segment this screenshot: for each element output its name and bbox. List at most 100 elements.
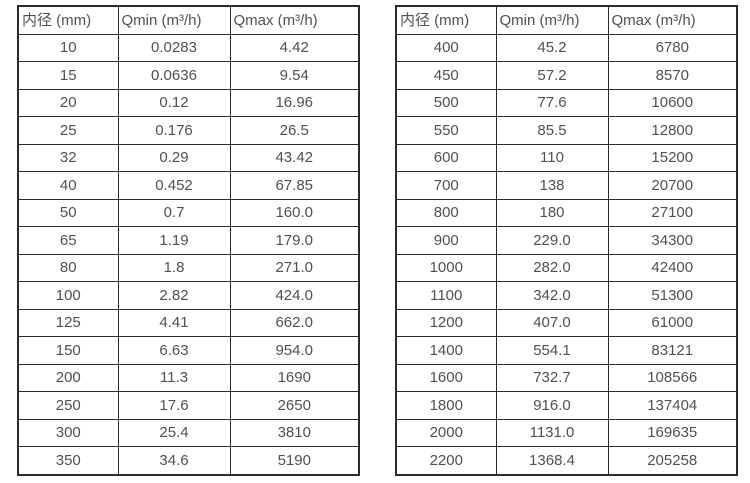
qmax-cell: 160.0 [229,198,360,227]
qmin-cell: 1.19 [117,226,231,255]
qmax-cell: 42400 [607,253,738,282]
qmax-cell: 108566 [607,363,738,392]
table-row: 1200 407.0 61000 [395,308,738,337]
qmax-cell: 4.42 [229,33,360,62]
table-row: 32 0.29 43.42 [17,143,360,172]
diameter-cell: 500 [395,88,497,117]
table-row: 400 45.2 6780 [395,33,738,62]
qmin-cell: 1368.4 [495,446,609,475]
diameter-cell: 80 [17,253,119,282]
diameter-cell: 800 [395,198,497,227]
qmax-cell: 15200 [607,143,738,172]
table-row: 350 34.6 5190 [17,446,360,475]
diameter-cell: 40 [17,171,119,200]
qmax-cell: 83121 [607,336,738,365]
flow-table-small-diameters: 内径 (mm) Qmin (m³/h) Qmax (m³/h) 10 0.0283… [17,5,360,476]
table-row: 1600 732.7 108566 [395,363,738,392]
qmin-cell: 342.0 [495,281,609,310]
qmin-cell: 1.8 [117,253,231,282]
flow-table-large-diameters: 内径 (mm) Qmin (m³/h) Qmax (m³/h) 400 45.2 6… [395,5,738,476]
qmax-cell: 26.5 [229,116,360,145]
table-row: 1800 916.0 137404 [395,391,738,420]
qmin-cell: 0.176 [117,116,231,145]
column-header-diameter: 内径 (mm) [17,5,119,35]
table-row: 1000 282.0 42400 [395,253,738,282]
column-header-diameter: 内径 (mm) [395,5,497,35]
qmax-cell: 205258 [607,446,738,475]
qmin-cell: 407.0 [495,308,609,337]
column-header-qmin: Qmin (m³/h) [117,5,231,35]
qmax-cell: 5190 [229,446,360,475]
table-row: 125 4.41 662.0 [17,308,360,337]
table-row: 300 25.4 3810 [17,418,360,447]
diameter-cell: 20 [17,88,119,117]
qmax-cell: 51300 [607,281,738,310]
qmax-cell: 43.42 [229,143,360,172]
qmin-cell: 6.63 [117,336,231,365]
table-row: 40 0.452 67.85 [17,171,360,200]
qmin-cell: 77.6 [495,88,609,117]
qmin-cell: 0.12 [117,88,231,117]
qmin-cell: 282.0 [495,253,609,282]
table-row: 10 0.0283 4.42 [17,33,360,62]
qmin-cell: 180 [495,198,609,227]
qmax-cell: 34300 [607,226,738,255]
table-row: 150 6.63 954.0 [17,336,360,365]
diameter-cell: 450 [395,61,497,90]
qmin-cell: 0.29 [117,143,231,172]
table-row: 2200 1368.4 205258 [395,446,738,475]
table-row: 1400 554.1 83121 [395,336,738,365]
table-row: 700 138 20700 [395,171,738,200]
diameter-cell: 400 [395,33,497,62]
qmin-cell: 1131.0 [495,418,609,447]
table-row: 200 11.3 1690 [17,363,360,392]
table-body: 400 45.2 6780 450 57.2 8570 500 77.6 10600 550 85.… [395,33,738,475]
diameter-cell: 300 [17,418,119,447]
table-row: 20 0.12 16.96 [17,88,360,117]
diameter-cell: 1100 [395,281,497,310]
diameter-cell: 2000 [395,418,497,447]
diameter-cell: 1600 [395,363,497,392]
diameter-cell: 10 [17,33,119,62]
qmin-cell: 0.7 [117,198,231,227]
qmin-cell: 138 [495,171,609,200]
table-row: 450 57.2 8570 [395,61,738,90]
table-row: 1100 342.0 51300 [395,281,738,310]
diameter-cell: 1200 [395,308,497,337]
table-row: 25 0.176 26.5 [17,116,360,145]
qmax-cell: 179.0 [229,226,360,255]
diameter-cell: 1000 [395,253,497,282]
diameter-cell: 65 [17,226,119,255]
table-row: 65 1.19 179.0 [17,226,360,255]
qmax-cell: 954.0 [229,336,360,365]
table-row: 550 85.5 12800 [395,116,738,145]
qmax-cell: 20700 [607,171,738,200]
table-body: 10 0.0283 4.42 15 0.0636 9.54 20 0.12 16.96 25 0.1… [17,33,360,475]
qmax-cell: 6780 [607,33,738,62]
qmin-cell: 554.1 [495,336,609,365]
header-row: 内径 (mm) Qmin (m³/h) Qmax (m³/h) [17,5,360,35]
diameter-cell: 600 [395,143,497,172]
qmin-cell: 45.2 [495,33,609,62]
qmax-cell: 3810 [229,418,360,447]
qmax-cell: 27100 [607,198,738,227]
diameter-cell: 50 [17,198,119,227]
table-row: 15 0.0636 9.54 [17,61,360,90]
qmin-cell: 34.6 [117,446,231,475]
qmax-cell: 2650 [229,391,360,420]
qmax-cell: 271.0 [229,253,360,282]
diameter-cell: 1400 [395,336,497,365]
diameter-cell: 125 [17,308,119,337]
table-row: 250 17.6 2650 [17,391,360,420]
diameter-cell: 200 [17,363,119,392]
diameter-cell: 32 [17,143,119,172]
table-row: 100 2.82 424.0 [17,281,360,310]
qmin-cell: 0.452 [117,171,231,200]
qmin-cell: 25.4 [117,418,231,447]
qmin-cell: 57.2 [495,61,609,90]
qmin-cell: 229.0 [495,226,609,255]
qmax-cell: 67.85 [229,171,360,200]
table-row: 80 1.8 271.0 [17,253,360,282]
diameter-cell: 250 [17,391,119,420]
